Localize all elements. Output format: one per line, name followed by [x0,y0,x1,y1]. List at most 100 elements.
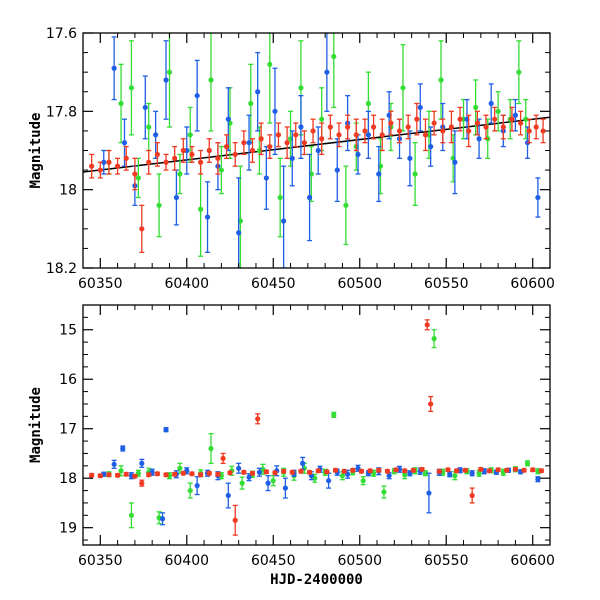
data-point [120,445,126,452]
data-point [255,416,261,422]
data-point [239,480,245,486]
data-point [106,159,112,165]
data-point [128,85,135,91]
data-point [123,155,129,161]
data-point [118,468,124,474]
y-axis-label: Magnitude [28,387,44,463]
data-point [365,132,371,138]
data-point [198,159,204,165]
data-point [331,412,337,418]
data-point [236,230,242,236]
data-point [267,61,273,67]
data-point [272,108,278,114]
data-point [246,140,252,146]
data-point [180,470,186,476]
data-point [139,226,145,232]
data-point [139,480,145,486]
data-point [153,132,159,138]
data-point [187,132,193,138]
data-point [256,469,263,475]
data-point [215,471,221,477]
plot-area [83,33,550,268]
data-point [512,112,519,118]
data-point [123,471,129,477]
data-point [225,492,231,499]
data-point [445,467,451,473]
data-point [379,132,385,138]
data-point [350,467,356,473]
data-point [452,159,458,165]
data-point [298,85,304,91]
x-tick-label: 60500 [337,276,382,292]
x-tick-label: 60350 [78,553,123,569]
data-point [540,128,546,134]
data-point [293,132,299,138]
data-point [376,171,382,177]
series-0 [106,329,541,529]
data-point [289,469,295,475]
data-point [386,473,392,479]
data-point [428,401,434,407]
data-point [225,116,231,122]
data-point [241,140,247,146]
series-1 [101,33,541,268]
data-point [163,427,169,433]
data-point [319,136,325,142]
data-point [345,124,351,130]
data-point [194,93,200,99]
bottom-panel: 60350 60400 60450 60500 60550 60600 15 16 17 18 19… [28,304,555,588]
data-point [504,467,510,473]
data-point [353,132,359,138]
data-point [118,100,124,107]
data-point [448,124,455,130]
data-point [365,100,371,107]
data-point [341,468,347,474]
data-point [533,124,539,130]
data-point [163,472,169,478]
data-point [281,218,287,224]
data-point [486,468,493,474]
data-point [469,492,475,499]
data-point [462,467,468,473]
data-point [236,465,242,471]
data-point [146,124,152,130]
y-tick-label: 17.6 [46,26,77,42]
data-point [483,124,489,130]
x-tick-label: 60600 [510,553,555,569]
data-point [89,472,95,478]
data-point [159,516,166,522]
data-point [249,147,256,154]
data-point [315,468,321,474]
plot-frame [82,304,551,546]
data-point [270,478,276,484]
data-point [128,512,135,518]
data-point [248,100,254,107]
data-point [538,468,544,474]
data-point [476,136,482,142]
data-point [457,116,463,122]
x-tick-label: 60450 [251,553,296,569]
data-point [180,147,186,154]
data-point [281,468,287,474]
data-point [172,471,178,477]
data-point [208,77,214,83]
y-tick-label: 18 [59,183,77,199]
data-point [275,132,282,138]
y-axis-label: Magnitude [28,113,44,189]
data-point [97,473,103,479]
data-point [334,167,340,173]
y-tick-label: 17 [59,422,77,438]
data-point [198,206,204,212]
trend-line [83,116,550,173]
data-point [232,151,238,158]
data-point [246,474,252,480]
data-point [419,466,425,472]
data-point [358,468,365,474]
data-point [204,214,211,220]
data-point [440,128,446,134]
data-point [121,140,128,146]
data-point [332,467,339,473]
data-point [249,470,256,476]
data-point [135,175,141,181]
data-point [523,116,529,122]
